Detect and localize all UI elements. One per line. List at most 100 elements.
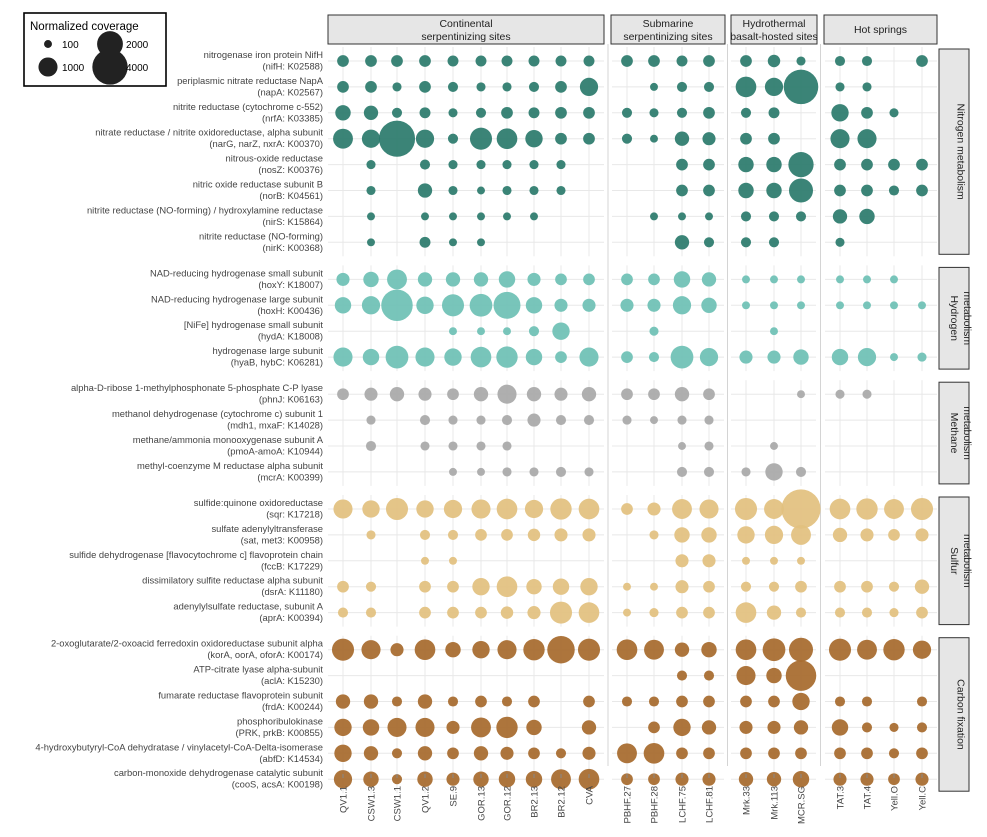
data-bubble	[766, 772, 782, 787]
data-bubble	[738, 182, 754, 199]
data-bubble	[337, 81, 349, 93]
data-bubble	[917, 352, 927, 362]
gene-name-label: methanol dehydrogenase (cytochrome c) su…	[112, 408, 323, 419]
data-bubble	[830, 129, 850, 149]
data-bubble	[446, 772, 460, 786]
data-bubble	[676, 670, 688, 681]
data-bubble	[449, 327, 457, 336]
data-bubble	[701, 527, 717, 543]
data-bubble	[623, 608, 631, 617]
gene-code-label: (hoxY: K18007)	[258, 279, 323, 290]
data-bubble	[471, 717, 491, 738]
legend-label: 2000	[126, 40, 149, 51]
gene-name-label: [NiFe] hydrogenase small subunit	[184, 319, 324, 330]
data-bubble	[391, 748, 403, 759]
data-bubble	[861, 747, 873, 760]
data-bubble	[834, 580, 846, 593]
data-bubble	[378, 120, 416, 157]
data-bubble	[795, 747, 807, 760]
data-bubble	[337, 388, 349, 401]
data-bubble	[621, 55, 633, 67]
data-bubble	[549, 601, 573, 624]
data-bubble	[836, 301, 844, 310]
data-bubble	[555, 466, 567, 477]
gene-name-label: nitrate reductase / nitrite oxidoreducta…	[95, 127, 323, 138]
data-bubble	[447, 696, 459, 707]
data-bubble	[768, 211, 780, 222]
metabolism-strip	[938, 266, 970, 370]
gene-name-label: carbon-monoxide dehydrogenase catalytic …	[114, 767, 323, 778]
legend-label: 4000	[126, 63, 149, 74]
gene-name-label: 2-oxoglutarate/2-oxoacid ferredoxin oxid…	[51, 638, 324, 649]
x-tick-label: Mrk.113	[770, 786, 781, 820]
data-bubble	[367, 212, 375, 221]
data-bubble	[469, 127, 493, 150]
data-bubble	[703, 580, 715, 593]
data-bubble	[473, 387, 489, 402]
metabolism-strip	[938, 637, 970, 792]
x-tick-label: GOR.12	[503, 786, 514, 821]
data-bubble	[419, 81, 431, 93]
data-bubble	[915, 772, 929, 786]
data-bubble	[740, 107, 752, 118]
gene-name-label: periplasmic nitrate reductase NapA	[177, 75, 324, 86]
data-bubble	[361, 640, 381, 660]
data-bubble	[578, 602, 600, 623]
data-bubble	[475, 107, 487, 118]
data-bubble	[496, 576, 518, 598]
data-bubble	[834, 184, 846, 197]
data-bubble	[337, 607, 349, 618]
data-bubble	[918, 301, 926, 310]
data-bubble	[477, 238, 485, 247]
data-bubble	[648, 273, 660, 286]
data-bubble	[555, 81, 567, 93]
data-bubble	[649, 608, 659, 618]
data-bubble	[366, 415, 376, 425]
data-bubble	[916, 722, 928, 733]
data-bubble	[735, 76, 757, 98]
data-bubble	[528, 107, 540, 119]
data-bubble	[791, 524, 811, 545]
data-bubble	[835, 389, 845, 399]
data-bubble	[441, 294, 465, 317]
data-bubble	[834, 747, 846, 760]
data-bubble	[527, 272, 541, 286]
gene-code-label: (sat, met3: K00958)	[241, 534, 323, 545]
data-bubble	[556, 185, 566, 196]
data-bubble	[648, 721, 660, 734]
data-bubble	[674, 642, 690, 657]
data-bubble	[768, 107, 780, 119]
site-group-label: basalt-hosted sites	[730, 31, 818, 43]
data-bubble	[445, 642, 461, 658]
data-bubble	[502, 467, 512, 477]
data-bubble	[385, 345, 409, 369]
data-bubble	[447, 529, 459, 540]
data-bubble	[916, 606, 928, 619]
data-bubble	[333, 499, 353, 519]
data-bubble	[788, 178, 814, 203]
data-bubble	[500, 746, 514, 760]
data-bubble	[526, 719, 542, 736]
data-bubble	[582, 298, 596, 312]
data-bubble	[364, 387, 378, 401]
data-bubble	[523, 639, 545, 661]
gene-code-label: (korA, oorA, oforA: K00174)	[207, 649, 323, 660]
data-bubble	[555, 55, 567, 67]
legend-bubble	[97, 31, 123, 57]
data-bubble	[795, 607, 807, 618]
data-bubble	[581, 387, 597, 402]
metabolism-label: metabolism	[961, 534, 973, 588]
gene-code-label: (mcrA: K00399)	[257, 471, 323, 482]
gene-code-label: (napA: K02567)	[257, 86, 323, 97]
data-bubble	[650, 134, 658, 143]
data-bubble	[447, 606, 459, 619]
data-bubble	[888, 185, 900, 196]
data-bubble	[890, 301, 898, 310]
data-bubble	[477, 467, 485, 476]
metabolism-label: Carbon fixation	[955, 679, 967, 750]
data-bubble	[621, 351, 633, 363]
data-bubble	[860, 528, 874, 542]
data-bubble	[861, 158, 873, 171]
metabolism-strip	[938, 48, 970, 255]
data-bubble	[501, 106, 513, 119]
